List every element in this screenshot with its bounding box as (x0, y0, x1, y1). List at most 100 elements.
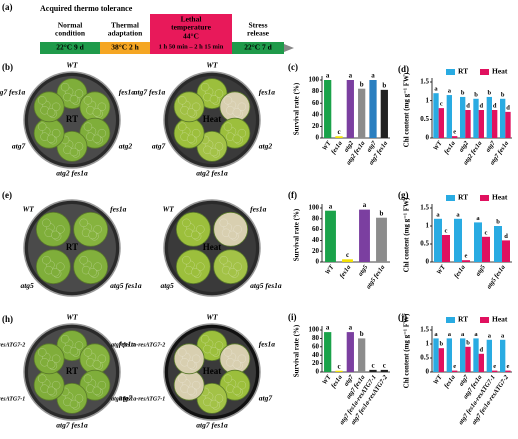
y-tick-label: 0.5 (420, 115, 429, 123)
x-tick-label: fes1a (453, 263, 467, 279)
plate-condition: RT (66, 366, 78, 376)
panel-label: (c) (288, 62, 298, 72)
genotype-label: atg2 (259, 142, 273, 151)
bar (474, 222, 482, 262)
x-tick-label: fes1a (330, 373, 344, 389)
y-tick-label: 1 (426, 340, 430, 348)
legend-swatch (446, 317, 455, 323)
plate-condition: RT (66, 114, 78, 124)
x-tick-label: WT (436, 263, 448, 276)
leaf (214, 89, 224, 98)
leaf (46, 108, 56, 117)
leaf (191, 268, 200, 277)
panel-label: (j) (398, 312, 407, 322)
bar (465, 110, 471, 138)
genotype-label: WT (66, 313, 78, 322)
significance-letter: b (382, 81, 386, 89)
significance-letter: c (346, 251, 349, 259)
legend-swatch (480, 195, 489, 201)
significance-letter: b (380, 209, 384, 217)
panel-label: (g) (398, 190, 409, 200)
significance-letter: b (360, 330, 364, 338)
significance-letter: a (501, 332, 505, 339)
y-axis-label: Chl content (mg g⁻¹ FW) (403, 313, 411, 388)
bar (342, 259, 353, 262)
arrow (284, 44, 294, 52)
leaf (74, 341, 84, 350)
leaf (51, 268, 60, 277)
leaf (97, 128, 107, 138)
leaf (219, 255, 228, 265)
bar (478, 110, 484, 138)
bar (492, 370, 498, 372)
y-tick-label: 40 (312, 236, 320, 244)
significance-letter: d (480, 102, 484, 109)
leaf (88, 268, 97, 277)
significance-letter: a (326, 72, 330, 80)
bar (346, 332, 354, 372)
significance-letter: c (337, 362, 340, 370)
legend-label: RT (458, 193, 468, 202)
leaf (46, 134, 56, 144)
leaf (51, 380, 61, 390)
significance-letter: c (440, 101, 443, 108)
leaf (237, 354, 247, 364)
leaf (191, 128, 201, 138)
leaf (37, 374, 47, 383)
legend-swatch (446, 69, 455, 75)
y-tick-label: 0 (426, 134, 430, 142)
bar (500, 339, 506, 372)
significance-letter: e (453, 363, 456, 370)
stage-name: Lethal (181, 15, 202, 24)
leaf (182, 218, 191, 228)
stage-name: Normal (58, 21, 83, 30)
x-tick-label: fes1a (330, 139, 344, 155)
y-tick-label: 60 (312, 342, 320, 350)
legend-swatch (446, 195, 455, 201)
leaf (42, 218, 51, 228)
y-axis-label: Chl content (mg g⁻¹ FW) (403, 197, 411, 272)
bar (454, 218, 462, 262)
significance-letter: a (434, 86, 438, 93)
leaf (83, 96, 93, 105)
leaf (88, 230, 97, 240)
leaf (69, 147, 79, 157)
leaf (232, 108, 242, 117)
bar (433, 93, 439, 138)
genotype-label: fes1a (119, 340, 135, 349)
leaf (83, 122, 93, 131)
genotype-label: atg7 fes1a-resATG7-1 (111, 396, 165, 402)
leaf (74, 394, 84, 403)
bar (446, 338, 452, 372)
leaf (177, 122, 187, 131)
y-tick-label: 0.5 (420, 240, 429, 248)
leaf (232, 386, 242, 396)
x-tick-label: fes1a (339, 263, 353, 279)
bar (346, 80, 354, 138)
bar (369, 369, 377, 372)
leaf (51, 102, 61, 112)
genotype-label: atg5 fes1a (110, 281, 142, 290)
significance-letter: b (461, 89, 465, 96)
leaf (191, 354, 201, 364)
y-axis-label: Survival rate (%) (293, 82, 301, 135)
significance-letter: b (488, 89, 492, 96)
leaf (93, 262, 102, 271)
bar (358, 338, 366, 372)
leaf (228, 230, 237, 240)
y-tick-label: 0.5 (420, 354, 429, 362)
genotype-label: atg5 (160, 281, 174, 290)
y-tick-label: 40 (312, 351, 320, 359)
bar (452, 370, 458, 372)
bar (369, 80, 377, 138)
significance-letter: c (383, 362, 386, 370)
significance-letter: a (326, 324, 330, 332)
y-tick-label: 60 (312, 225, 320, 233)
leaf (223, 96, 233, 105)
leaf (46, 360, 56, 369)
leaf (196, 262, 205, 271)
bar (324, 80, 332, 138)
genotype-label: WT (66, 61, 78, 70)
leaf (196, 225, 205, 234)
